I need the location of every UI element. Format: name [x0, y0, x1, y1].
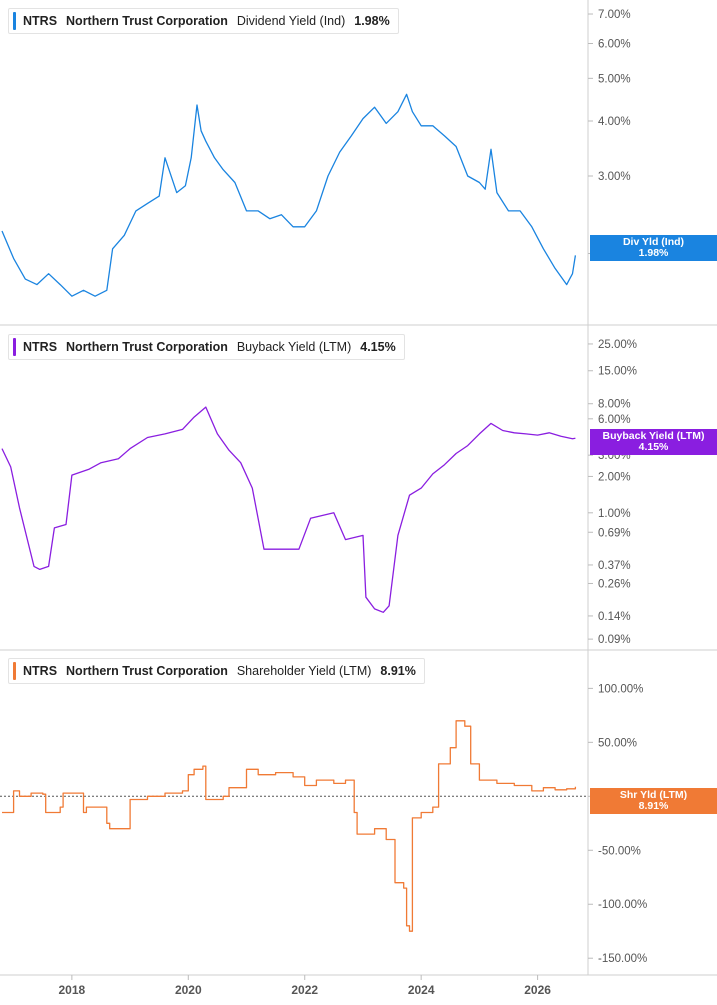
badge-label: Div Yld (Ind): [622, 236, 685, 248]
series-color-swatch: [13, 12, 16, 30]
last-value-badge-shareholder: Shr Yld (LTM) 8.91%: [590, 788, 717, 814]
legend-value: 8.91%: [380, 664, 416, 678]
legend-ticker: NTRS: [23, 664, 58, 678]
legend-company: Northern Trust Corporation: [66, 340, 228, 354]
legend-value: 1.98%: [354, 14, 390, 28]
last-value-badge-dividend: Div Yld (Ind) 1.98%: [590, 235, 717, 261]
x-tick-label: 2018: [59, 983, 86, 997]
y-tick-label: -150.00%: [598, 953, 647, 965]
series-color-swatch: [13, 662, 16, 680]
x-tick-label: 2020: [175, 983, 202, 997]
badge-value: 8.91%: [638, 800, 669, 812]
legend-dividend-yield: NTRS Northern Trust Corporation Dividend…: [8, 8, 399, 34]
legend-company: Northern Trust Corporation: [66, 14, 228, 28]
badge-value: 4.15%: [638, 441, 669, 453]
y-tick-label: 6.00%: [598, 38, 631, 50]
legend-company: Northern Trust Corporation: [66, 664, 228, 678]
y-tick-label: 1.00%: [598, 508, 631, 520]
series-line: [1, 93, 577, 297]
x-tick-label: 2024: [408, 983, 435, 997]
y-tick-label: 100.00%: [598, 683, 643, 695]
legend-ticker: NTRS: [23, 14, 58, 28]
legend-buyback-yield: NTRS Northern Trust Corporation Buyback …: [8, 334, 405, 360]
y-tick-label: 4.00%: [598, 116, 631, 128]
y-tick-label: 0.09%: [598, 634, 631, 646]
legend-value: 4.15%: [360, 340, 396, 354]
legend-metric: Dividend Yield (Ind): [236, 14, 346, 28]
y-tick-label: 2.00%: [598, 471, 631, 483]
legend-shareholder-yield: NTRS Northern Trust Corporation Sharehol…: [8, 658, 425, 684]
y-tick-label: 0.14%: [598, 611, 631, 623]
legend-ticker: NTRS: [23, 340, 58, 354]
series-line: [2, 720, 577, 932]
series-line: [1, 406, 576, 613]
y-tick-label: 25.00%: [598, 339, 637, 351]
y-tick-label: 0.26%: [598, 578, 631, 590]
badge-label: Buyback Yield (LTM): [602, 430, 705, 442]
x-tick-label: 2022: [291, 983, 318, 997]
y-tick-label: 8.00%: [598, 399, 631, 411]
y-tick-label: 0.69%: [598, 527, 631, 539]
series-color-swatch: [13, 338, 16, 356]
badge-label: Shr Yld (LTM): [619, 789, 688, 801]
y-tick-label: 0.37%: [598, 560, 631, 572]
legend-metric: Buyback Yield (LTM): [236, 340, 352, 354]
x-tick-label: 2026: [524, 983, 551, 997]
y-tick-label: -100.00%: [598, 899, 647, 911]
y-tick-label: 15.00%: [598, 366, 637, 378]
y-tick-label: 3.00%: [598, 171, 631, 183]
y-tick-label: 7.00%: [598, 9, 631, 21]
y-tick-label: -50.00%: [598, 845, 641, 857]
y-tick-label: 5.00%: [598, 73, 631, 85]
legend-metric: Shareholder Yield (LTM): [236, 664, 372, 678]
y-tick-label: 6.00%: [598, 414, 631, 426]
y-tick-label: 50.00%: [598, 737, 637, 749]
last-value-badge-buyback: Buyback Yield (LTM) 4.15%: [590, 429, 717, 455]
badge-value: 1.98%: [638, 247, 669, 259]
